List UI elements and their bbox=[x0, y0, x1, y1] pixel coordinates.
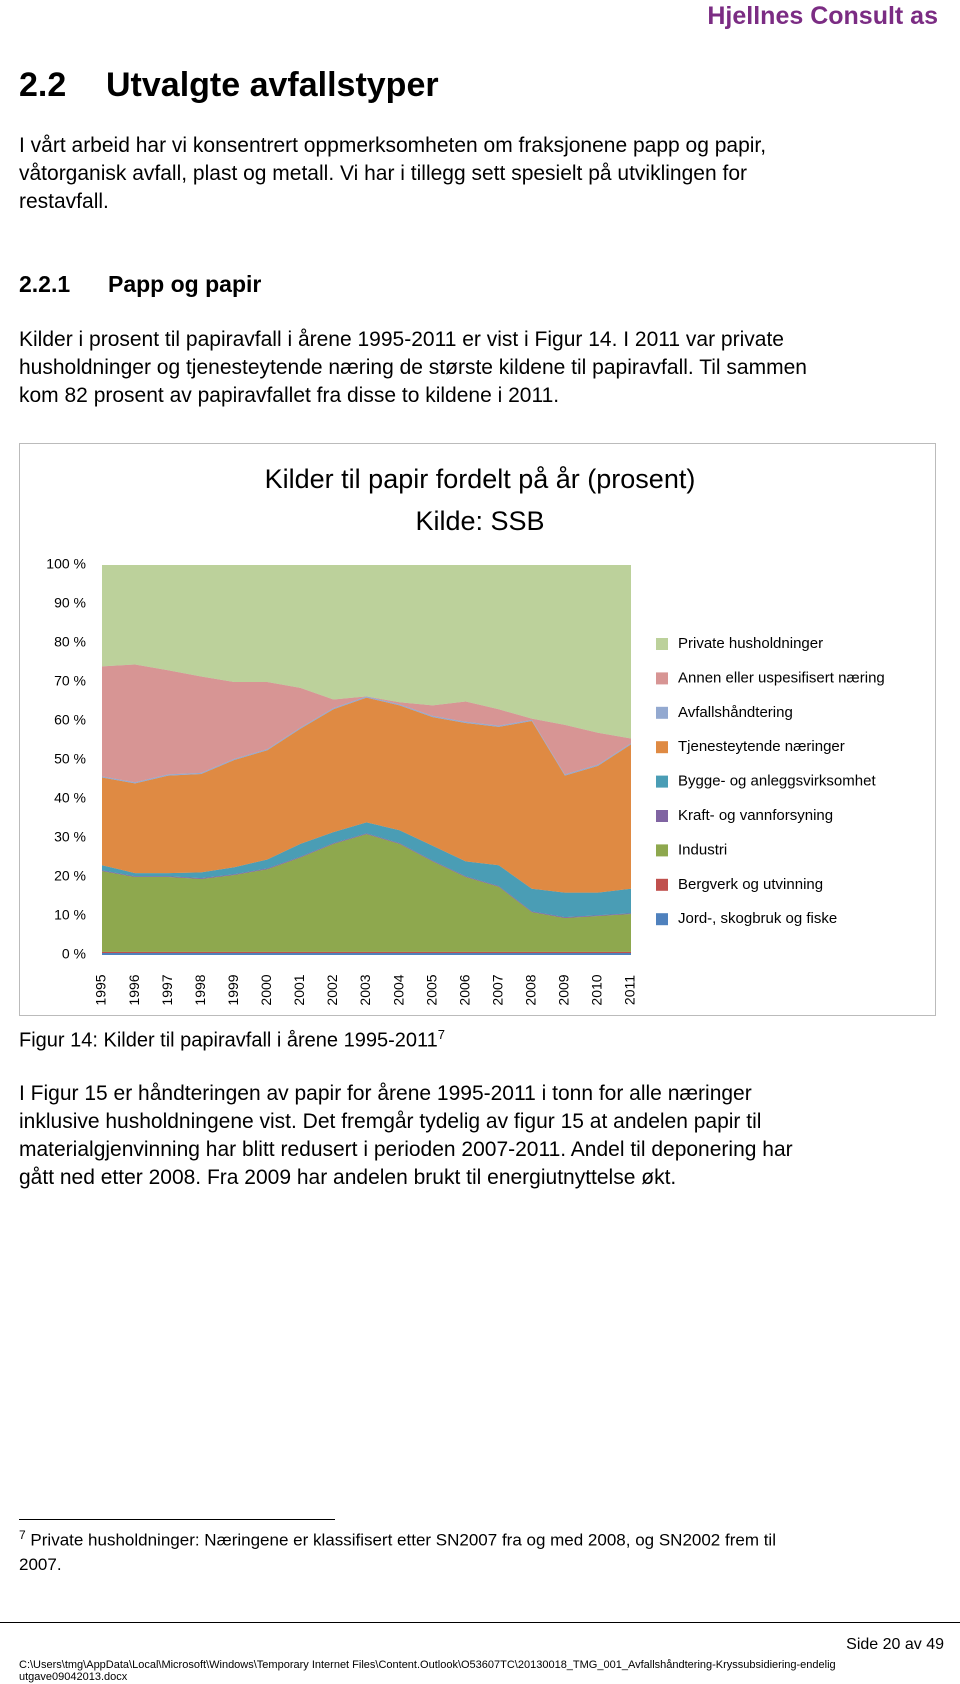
area bbox=[102, 822, 631, 918]
y-tick-label: 100 % bbox=[46, 556, 86, 572]
legend-label: Private husholdninger bbox=[678, 635, 823, 652]
page-number: Side 20 av 49 bbox=[846, 1636, 944, 1653]
paragraph-line: Kilder i prosent til papiravfall i årene… bbox=[19, 328, 784, 351]
x-tick-label: 1997 bbox=[159, 974, 175, 1005]
x-tick-label: 1998 bbox=[192, 974, 208, 1005]
x-tick-label: 1999 bbox=[225, 974, 241, 1005]
legend-label: Avfallshåndtering bbox=[678, 704, 793, 721]
legend-swatch bbox=[656, 878, 668, 891]
area bbox=[102, 834, 631, 952]
footnote-marker: 7 bbox=[19, 1528, 26, 1542]
paragraph-line: gått ned etter 2008. Fra 2009 har andele… bbox=[19, 1166, 677, 1189]
y-tick-label: 30 % bbox=[54, 829, 86, 845]
legend-swatch bbox=[656, 706, 668, 719]
footnote-rule bbox=[19, 1519, 335, 1520]
y-tick-label: 60 % bbox=[54, 712, 86, 728]
company: Hjellnes Consult as bbox=[707, 2, 938, 30]
paragraph-line: materialgjenvinning har blitt redusert i… bbox=[19, 1138, 793, 1161]
area bbox=[102, 951, 631, 954]
area bbox=[102, 565, 631, 739]
x-tick-label: 2006 bbox=[456, 974, 472, 1005]
area bbox=[102, 953, 631, 955]
caption-text: Figur 14: Kilder til papiravfall i årene… bbox=[19, 1029, 438, 1052]
section-title: Utvalgte avfallstyper bbox=[106, 66, 439, 104]
legend-label: Annen eller uspesifisert næring bbox=[678, 669, 885, 686]
x-tick-label: 2001 bbox=[291, 974, 307, 1005]
legend-label: Jord-, skogbruk og fiske bbox=[678, 910, 837, 927]
paragraph-line: I Figur 15 er håndteringen av papir for … bbox=[19, 1082, 752, 1105]
legend-swatch bbox=[656, 913, 668, 926]
x-tick-label: 2008 bbox=[523, 974, 539, 1005]
x-tick-label: 1995 bbox=[93, 974, 109, 1005]
legend-label: Kraft- og vannforsyning bbox=[678, 807, 833, 824]
x-tick-label: 2009 bbox=[556, 974, 572, 1005]
y-tick-label: 0 % bbox=[62, 946, 86, 962]
y-tick-label: 90 % bbox=[54, 595, 86, 611]
x-tick-label: 2004 bbox=[390, 974, 406, 1005]
y-tick-label: 10 % bbox=[54, 907, 86, 923]
legend-swatch bbox=[656, 775, 668, 788]
footer-rule bbox=[0, 1622, 960, 1623]
subsection-number: 2.2.1 bbox=[19, 271, 71, 297]
x-tick-label: 2003 bbox=[357, 974, 373, 1005]
y-tick-label: 80 % bbox=[54, 634, 86, 650]
legend-swatch bbox=[656, 672, 668, 685]
file-path: utgave09042013.docx bbox=[19, 1671, 128, 1683]
chart: Kilder til papir fordelt på år (prosent)… bbox=[19, 443, 936, 1016]
y-tick-label: 70 % bbox=[54, 673, 86, 689]
x-tick-label: 2007 bbox=[489, 974, 505, 1005]
legend-label: Bygge- og anleggsvirksomhet bbox=[678, 773, 876, 790]
x-tick-label: 2000 bbox=[258, 974, 274, 1005]
x-tick-label: 2010 bbox=[589, 974, 605, 1005]
footnote-line: 7 Private husholdninger: Næringene er kl… bbox=[19, 1528, 776, 1551]
y-tick-label: 20 % bbox=[54, 868, 86, 884]
x-tick-label: 2002 bbox=[324, 974, 340, 1005]
area bbox=[102, 664, 631, 783]
legend-swatch bbox=[656, 638, 668, 650]
y-tick-label: 40 % bbox=[54, 790, 86, 806]
subsection-title: Papp og papir bbox=[108, 271, 262, 297]
legend-label: Bergverk og utvinning bbox=[678, 876, 823, 893]
section-number: 2.2 bbox=[19, 66, 67, 104]
paragraph-line: våtorganisk avfall, plast og metall. Vi … bbox=[19, 162, 747, 185]
x-tick-label: 1996 bbox=[126, 974, 142, 1005]
caption-note-ref: 7 bbox=[437, 1027, 445, 1042]
x-tick-label: 2005 bbox=[423, 974, 439, 1005]
footnote-text: Private husholdninger: Næringene er klas… bbox=[30, 1530, 776, 1550]
area bbox=[102, 697, 631, 893]
paragraph-line: inklusive husholdningene vist. Det fremg… bbox=[19, 1110, 762, 1133]
legend-label: Tjenesteytende næringer bbox=[678, 738, 845, 755]
paragraph-line: husholdninger og tjenesteytende næring d… bbox=[19, 356, 807, 379]
paragraph-line: restavfall. bbox=[19, 190, 109, 213]
y-tick-label: 50 % bbox=[54, 751, 86, 767]
legend-swatch bbox=[656, 844, 668, 857]
legend-swatch bbox=[656, 810, 668, 822]
footnote-line: 2007. bbox=[19, 1555, 62, 1574]
file-path: C:\Users\tmg\AppData\Local\Microsoft\Win… bbox=[19, 1659, 836, 1671]
chart-subtitle: Kilde: SSB bbox=[415, 506, 544, 536]
legend-swatch bbox=[656, 741, 668, 754]
paragraph-line: I vårt arbeid har vi konsentrert oppmerk… bbox=[19, 134, 767, 157]
figure-caption: Figur 14: Kilder til papiravfall i årene… bbox=[19, 1027, 445, 1053]
chart-title: Kilder til papir fordelt på år (prosent) bbox=[265, 464, 696, 494]
legend-label: Industri bbox=[678, 841, 727, 858]
paragraph-line: kom 82 prosent av papiravfallet fra diss… bbox=[19, 384, 560, 407]
x-tick-label: 2011 bbox=[622, 975, 638, 1005]
